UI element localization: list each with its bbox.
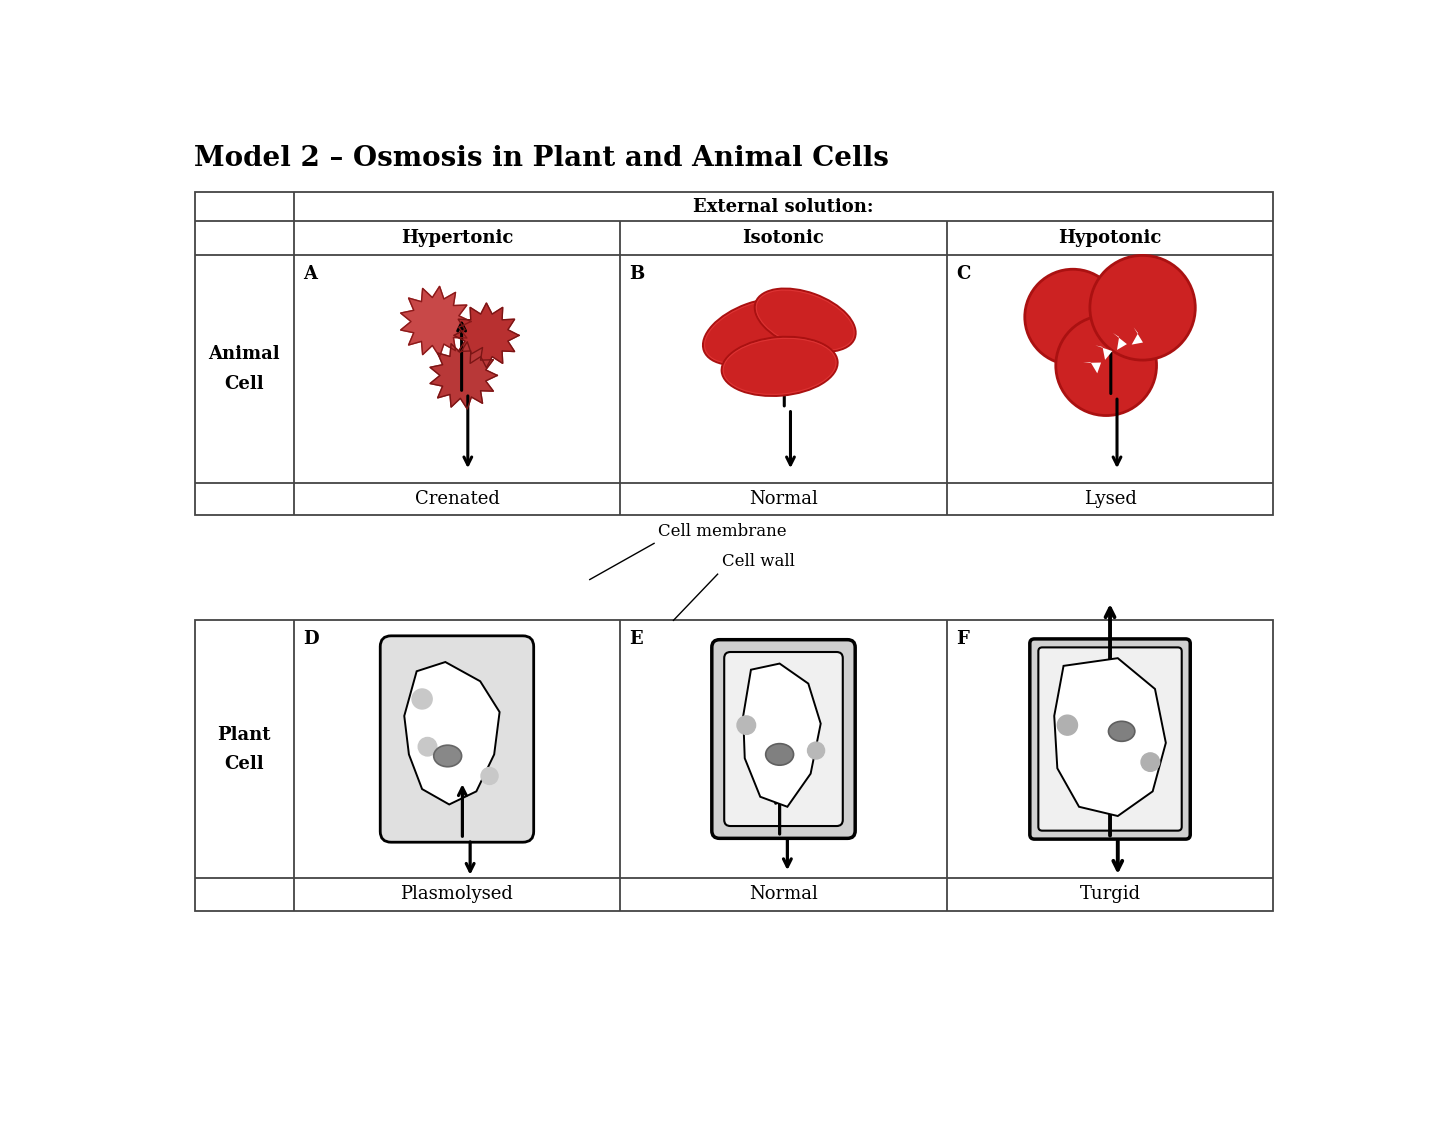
Ellipse shape — [766, 743, 793, 765]
Text: Cell wall: Cell wall — [722, 553, 795, 570]
Ellipse shape — [1055, 316, 1157, 416]
FancyBboxPatch shape — [381, 636, 534, 842]
FancyBboxPatch shape — [1030, 638, 1190, 839]
Circle shape — [1057, 715, 1077, 735]
Text: Animal
Cell: Animal Cell — [208, 345, 279, 392]
Ellipse shape — [703, 299, 809, 365]
Text: Normal: Normal — [749, 490, 818, 507]
Bar — [195, 620, 1273, 911]
Circle shape — [412, 689, 432, 709]
Text: A: A — [304, 264, 316, 283]
Text: Turgid: Turgid — [1080, 886, 1141, 904]
Ellipse shape — [1025, 269, 1121, 365]
Bar — [195, 193, 1273, 515]
Polygon shape — [1131, 327, 1143, 344]
Text: F: F — [957, 629, 969, 648]
Text: Lysed: Lysed — [1084, 490, 1137, 507]
Ellipse shape — [755, 288, 856, 352]
FancyBboxPatch shape — [725, 652, 843, 826]
Ellipse shape — [1108, 722, 1134, 741]
Circle shape — [737, 716, 756, 734]
Text: Hypotonic: Hypotonic — [1058, 229, 1161, 247]
Text: Model 2 – Osmosis in Plant and Animal Cells: Model 2 – Osmosis in Plant and Animal Ce… — [195, 145, 889, 171]
Text: C: C — [957, 264, 971, 283]
FancyBboxPatch shape — [1038, 648, 1181, 831]
Polygon shape — [1113, 333, 1127, 350]
Ellipse shape — [434, 746, 461, 767]
Text: Normal: Normal — [749, 886, 818, 904]
Polygon shape — [401, 286, 471, 357]
Polygon shape — [1095, 345, 1113, 360]
Circle shape — [418, 738, 437, 756]
Text: B: B — [630, 264, 644, 283]
Polygon shape — [430, 342, 497, 409]
Ellipse shape — [722, 336, 838, 396]
Text: Plant
Cell: Plant Cell — [218, 726, 271, 773]
Polygon shape — [454, 303, 518, 368]
FancyBboxPatch shape — [712, 640, 855, 838]
Text: Plasmolysed: Plasmolysed — [401, 886, 514, 904]
Text: External solution:: External solution: — [693, 198, 874, 215]
Text: Isotonic: Isotonic — [743, 229, 825, 247]
Text: Hypertonic: Hypertonic — [401, 229, 513, 247]
Text: E: E — [630, 629, 643, 648]
Circle shape — [1141, 752, 1160, 772]
Polygon shape — [1083, 363, 1101, 373]
Polygon shape — [404, 662, 500, 805]
Text: Crenated: Crenated — [414, 490, 500, 507]
Text: Cell membrane: Cell membrane — [657, 522, 786, 539]
Polygon shape — [743, 663, 821, 807]
Text: D: D — [304, 629, 319, 648]
Polygon shape — [1054, 658, 1166, 816]
Ellipse shape — [1090, 255, 1196, 360]
Circle shape — [808, 742, 825, 759]
Circle shape — [481, 767, 498, 784]
